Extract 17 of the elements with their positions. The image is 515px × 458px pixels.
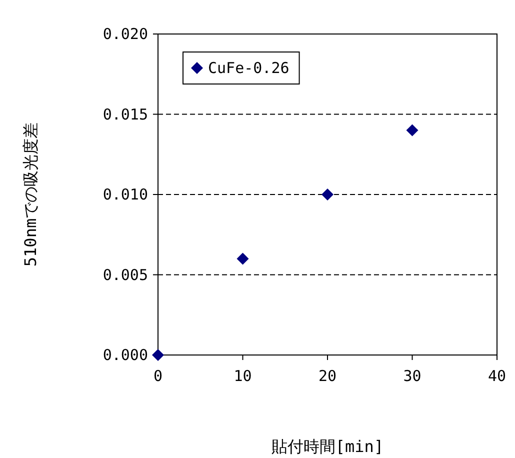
point xyxy=(236,252,249,265)
legend-label: CuFe-0.26 xyxy=(208,59,290,77)
x-tick-label: 30 xyxy=(403,367,422,385)
point xyxy=(322,188,334,200)
y-axis-title: 510nmでの吸光度差 xyxy=(21,122,40,267)
y-tick-label: 0.010 xyxy=(102,186,148,204)
y-tick-label: 0.015 xyxy=(102,105,148,124)
x-axis-title: 貼付時間[min] xyxy=(271,437,384,456)
x-tick-label: 20 xyxy=(318,367,337,385)
x-tick-label: 40 xyxy=(488,367,506,385)
y-tick-label: 0.000 xyxy=(102,346,148,364)
point xyxy=(406,124,418,136)
x-tick-label: 0 xyxy=(153,367,163,385)
y-tick-label: 0.020 xyxy=(102,25,148,43)
point xyxy=(152,349,164,361)
y-tick-label: 0.005 xyxy=(102,266,148,284)
x-tick-label: 10 xyxy=(234,367,252,385)
